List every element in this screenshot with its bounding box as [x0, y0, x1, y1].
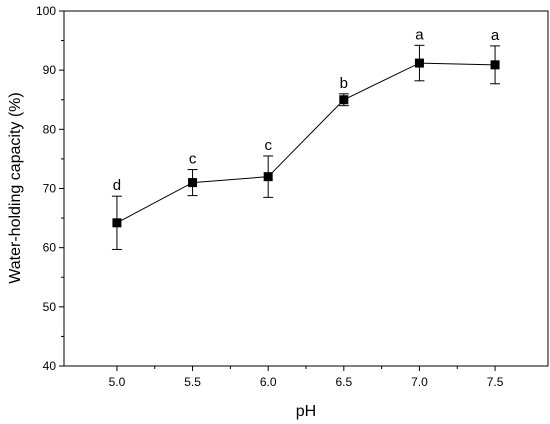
significance-label: c	[264, 137, 272, 154]
y-tick-label: 50	[43, 300, 57, 314]
y-tick-label: 80	[43, 122, 57, 136]
y-axis-title: Water-holding capacity (%)	[7, 92, 24, 283]
x-tick-label: 6.5	[335, 375, 352, 389]
plot-layer: 40 50 60 70 80 90 100 5.0 5.5 6.0 6.5 7.0 7.5 d c c b a a	[36, 4, 549, 389]
y-tick-label: 90	[43, 63, 57, 77]
y-tick-label: 70	[43, 182, 57, 196]
series-line	[116, 62, 496, 224]
x-axis-title: pH	[296, 403, 316, 420]
data-point	[414, 58, 424, 68]
x-tick-label: 5.0	[109, 375, 126, 389]
data-point	[490, 60, 500, 70]
x-tick-label: 7.5	[487, 375, 504, 389]
y-tick-label: 100	[36, 4, 56, 18]
data-point	[263, 172, 273, 182]
significance-label: b	[340, 75, 348, 92]
data-point	[112, 218, 122, 228]
data-point	[339, 95, 349, 105]
significance-label: c	[189, 151, 197, 168]
y-tick-label: 60	[43, 241, 57, 255]
significance-label: d	[113, 177, 121, 194]
x-tick-label: 6.0	[260, 375, 277, 389]
x-tick-label: 7.0	[411, 375, 428, 389]
y-tick-label: 40	[43, 359, 57, 373]
x-tick-label: 5.5	[184, 375, 201, 389]
data-point	[188, 178, 198, 188]
significance-label: a	[491, 27, 500, 44]
significance-label: a	[415, 26, 424, 43]
